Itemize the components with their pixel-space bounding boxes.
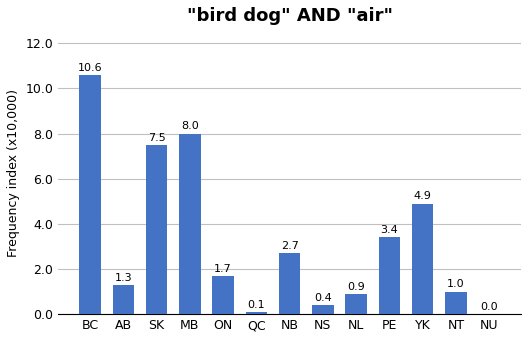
- Bar: [412, 204, 433, 314]
- Text: 1.3: 1.3: [115, 273, 132, 283]
- Bar: [279, 253, 300, 314]
- Text: 10.6: 10.6: [78, 63, 102, 73]
- Bar: [212, 276, 234, 314]
- Bar: [246, 312, 267, 314]
- Bar: [379, 237, 400, 314]
- Text: 8.0: 8.0: [181, 121, 199, 132]
- Bar: [345, 294, 367, 314]
- Bar: [112, 285, 134, 314]
- Text: 1.0: 1.0: [447, 279, 465, 290]
- Bar: [445, 292, 467, 314]
- Text: 7.5: 7.5: [148, 133, 165, 143]
- Text: 0.9: 0.9: [347, 282, 365, 292]
- Text: 0.1: 0.1: [248, 300, 265, 310]
- Text: 0.4: 0.4: [314, 293, 332, 303]
- Text: 3.4: 3.4: [381, 225, 398, 235]
- Bar: [179, 134, 201, 314]
- Title: "bird dog" AND "air": "bird dog" AND "air": [186, 7, 393, 25]
- Text: 4.9: 4.9: [414, 191, 431, 201]
- Y-axis label: Frequency index (x10,000): Frequency index (x10,000): [7, 89, 20, 257]
- Bar: [312, 305, 334, 314]
- Text: 1.7: 1.7: [214, 263, 232, 274]
- Text: 0.0: 0.0: [480, 302, 498, 312]
- Bar: [79, 75, 101, 314]
- Text: 2.7: 2.7: [281, 241, 298, 251]
- Bar: [146, 145, 167, 314]
